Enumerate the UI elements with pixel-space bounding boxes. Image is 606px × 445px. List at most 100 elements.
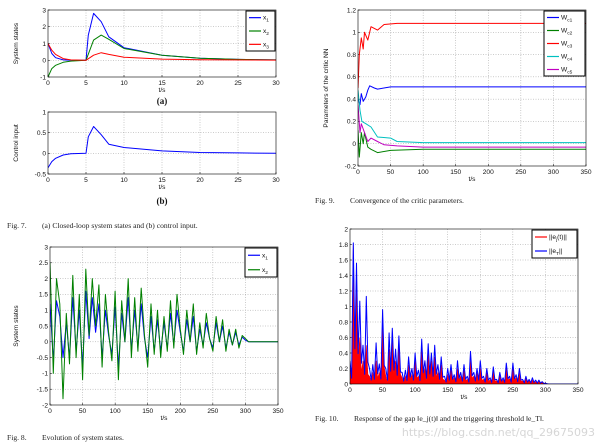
x-tick-label: 350 [580,169,591,176]
y-tick-label: -0.2 [345,163,357,170]
x-tick-label: 150 [442,387,453,394]
y-tick-label: 1 [42,109,46,116]
x-tick-label: 350 [572,387,583,394]
fig10-caption-number: Fig. 10. [315,414,339,423]
y-axis-label: System states [13,305,20,347]
x-tick-label: 100 [410,387,421,394]
x-tick-label: 10 [120,80,128,87]
x-tick-label: 5 [84,80,88,87]
legend-subscript: c4 [567,57,572,63]
y-axis-label: Parameters of the critic NN [323,48,330,127]
fig9-caption-number: Fig. 9. [315,196,335,205]
legend-label: ||e [549,248,556,255]
x-tick-label: 10 [120,177,128,184]
fig7-subcaption-a: (a) [157,96,168,106]
legend-entry: Wc3 [561,41,573,50]
series-line-0 [48,126,276,169]
y-tick-label: 0 [352,141,356,148]
fig7-subcaption-b: (b) [157,196,168,206]
x-axis-label: t/s [161,415,169,422]
y-tick-label: 0 [42,151,46,158]
legend-subscript: c2 [567,31,572,37]
plot-frame [49,246,279,406]
legend-label: x [262,267,266,274]
x-tick-label: 200 [475,387,486,394]
y-tick-label: -1.5 [37,387,49,394]
y-tick-label: 1 [344,304,348,311]
x-tick-label: 50 [379,387,387,394]
legend-subscript: 2 [266,31,269,37]
x-tick-label: 20 [196,80,204,87]
y-tick-label: 0.4 [339,350,348,357]
y-tick-label: 0.5 [37,130,46,137]
y-tick-label: 0.6 [347,74,356,81]
series-line-Wc2 [358,130,586,158]
legend-entry: x2 [262,267,268,276]
y-tick-label: 0.4 [347,96,356,103]
x-tick-label: 200 [175,408,186,415]
x-tick-label: 25 [234,80,242,87]
series-line-||eT|| [350,242,578,384]
y-tick-label: 0 [44,339,48,346]
x-tick-label: 5 [84,177,88,184]
legend-subscript: 3 [266,44,269,50]
y-axis-label: System states [13,22,20,64]
legend-entry: Wc5 [561,67,573,76]
x-tick-label: 150 [142,408,153,415]
legend-label: x [262,252,266,259]
y-tick-label: 1 [42,41,46,48]
legend-entry: ||ej(t)|| [549,234,567,243]
x-axis-label: t/s [461,394,469,401]
x-tick-label: 0 [46,177,50,184]
x-tick-label: 15 [158,177,166,184]
y-tick-label: 1.2 [339,288,348,295]
legend-entry: ||eT|| [549,248,563,257]
series-line-Wc1 [358,85,586,106]
y-tick-label: 2 [44,276,48,283]
y-tick-label: 2 [42,24,46,31]
x-tick-label: 300 [548,169,559,176]
y-tick-label: 0.8 [347,52,356,59]
legend-box [531,229,578,259]
x-tick-label: 30 [272,80,280,87]
legend-label: ||e [549,234,556,241]
legend-subscript: c1 [567,18,572,24]
legend-entry: x1 [263,15,269,24]
legend-entry: Wc1 [561,15,573,24]
plot-frame [47,111,277,175]
legend-label: W [561,54,568,61]
y-axis-label: Control input [13,124,20,162]
x-tick-label: 20 [196,177,204,184]
chart-fig8: 0 50 100 150 200 250 300 350 -2 -1.5 -1 -0.5 0 0.5 1 1.… [13,244,284,422]
x-tick-label: 350 [272,408,283,415]
y-tick-label: -2 [42,402,48,409]
fig9-caption: Convergence of the critic parameters. [350,196,464,205]
series-line-x2 [48,34,276,77]
legend-label: x [263,41,267,48]
legend-label: W [561,15,568,22]
x-tick-label: 25 [234,177,242,184]
legend-entry: x3 [263,41,269,50]
legend-subscript: c5 [567,70,572,76]
x-axis-label: t/s [159,87,167,94]
y-tick-label: 1.8 [339,242,348,249]
watermark: https://blog.csdn.net/qq_29675093 [402,426,595,439]
x-tick-label: 250 [515,169,526,176]
legend-entry: Wc2 [561,28,573,37]
legend-subscript: 1 [265,255,268,261]
plot-frame [47,9,277,78]
x-tick-label: 200 [483,169,494,176]
legend-label: x [263,28,267,35]
y-tick-label: 1.4 [339,273,348,280]
series-line-Wc4 [358,90,586,144]
legend-label: W [561,67,568,74]
x-tick-label: 300 [240,408,251,415]
legend-subscript: T [556,251,559,257]
plot-frame [349,228,579,385]
x-tick-label: 0 [348,387,352,394]
